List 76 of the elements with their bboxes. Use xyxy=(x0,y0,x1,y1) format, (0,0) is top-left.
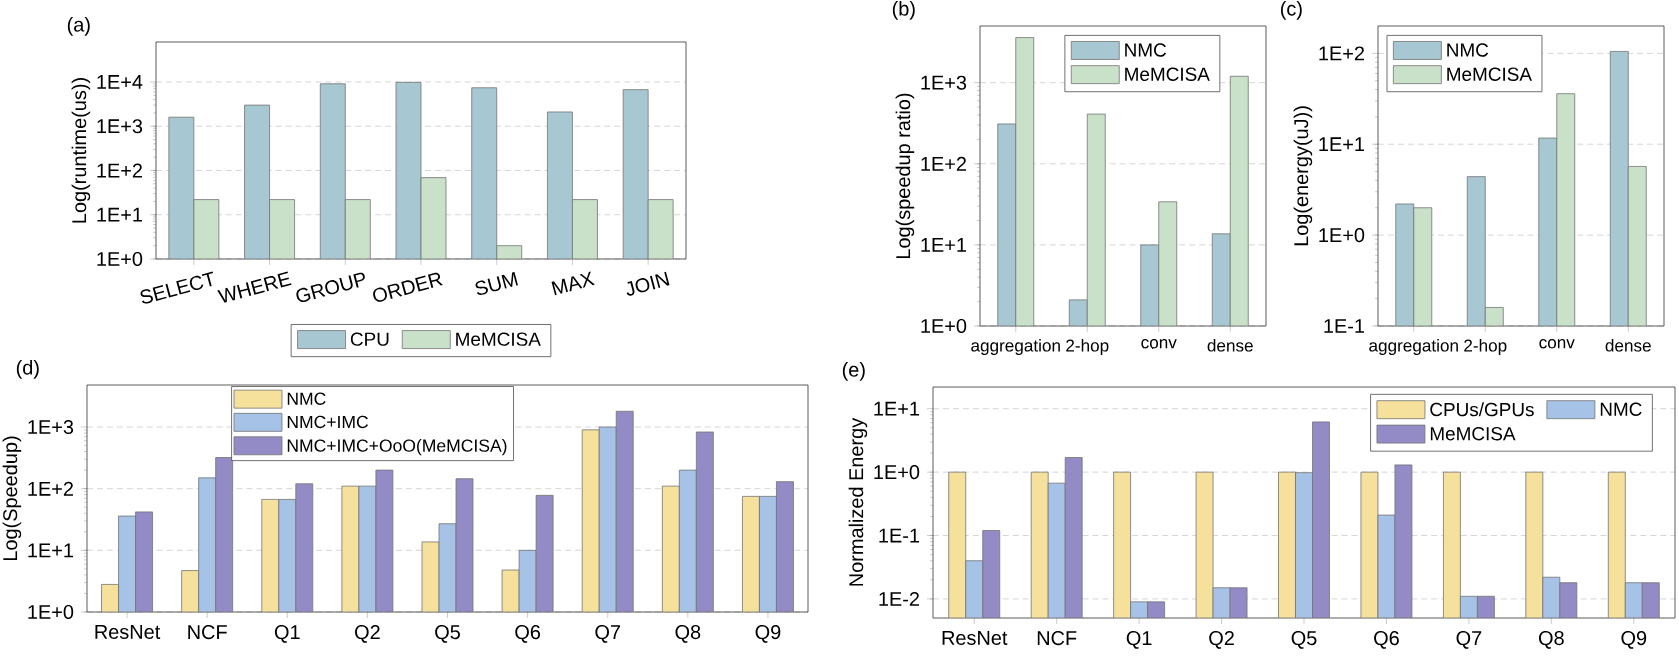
y-axis-title: Log(speedup ratio) xyxy=(895,93,915,259)
x-tick-label: ORDER xyxy=(373,272,443,302)
y-tick-label: 1E+3 xyxy=(97,119,143,134)
y-tick-label: 1E+1 xyxy=(921,238,967,252)
legend-label: MeMCISA xyxy=(1430,426,1516,441)
x-tick-label: 2-hop xyxy=(1464,339,1507,356)
y-tick-label: 1E+0 xyxy=(921,318,967,334)
legend-label: MeMCISA xyxy=(456,332,541,346)
legend-label: MeMCISA xyxy=(1125,67,1210,81)
x-tick-label: Q7 xyxy=(1456,631,1482,649)
x-tick-label: dense xyxy=(1605,339,1651,352)
x-tick-label: ResNet xyxy=(95,625,161,639)
x-tick-label: WHERE xyxy=(217,271,292,303)
y-tick-label: 1E+1 xyxy=(97,207,142,222)
x-tick-label: SELECT xyxy=(140,271,214,304)
y-tick-label: 1E+0 xyxy=(97,251,143,267)
y-tick-label: 1E+3 xyxy=(921,75,967,90)
y-tick-label: 1E-2 xyxy=(879,591,919,606)
y-axis-title: Log(energy(uJ)) xyxy=(1293,106,1313,246)
y-tick-label: 1E+1 xyxy=(28,543,73,558)
y-tick-label: 1E+0 xyxy=(874,465,920,480)
x-tick-label: aggregation xyxy=(971,339,1060,356)
legend-label: CPU xyxy=(350,332,389,346)
chart-title: (a) xyxy=(67,17,90,36)
x-tick-label: dense xyxy=(1207,339,1253,352)
x-tick-label: 2-hop xyxy=(1066,339,1109,356)
y-tick-label: 1E+3 xyxy=(28,419,74,435)
legend-label: NMC xyxy=(1600,402,1642,416)
legend-label: NMC xyxy=(1447,43,1489,57)
chart-title: (e) xyxy=(842,362,865,381)
legend-label: CPUs/GPUs xyxy=(1430,402,1534,417)
x-tick-label: Q6 xyxy=(1374,631,1399,649)
x-tick-label: Q8 xyxy=(1538,631,1564,649)
y-tick-label: 1E+1 xyxy=(874,401,920,416)
x-tick-label: JOIN xyxy=(626,271,670,296)
x-tick-label: GROUP xyxy=(296,272,365,303)
x-tick-label: Q9 xyxy=(755,625,781,643)
x-tick-label: Q6 xyxy=(515,625,541,643)
y-tick-label: 1E+2 xyxy=(1319,46,1364,61)
y-axis-title: Log(Speedup) xyxy=(2,436,22,561)
x-tick-label: SUM xyxy=(475,271,518,295)
x-tick-label: NCF xyxy=(188,625,227,640)
x-tick-label: NCF xyxy=(1037,631,1077,646)
x-tick-label: conv xyxy=(1539,339,1575,349)
x-tick-label: Q7 xyxy=(595,625,621,643)
legend-label: NMC xyxy=(1125,43,1167,57)
legend-label: NMC+IMC+OoO(MeMCISA) xyxy=(287,438,507,456)
y-tick-label: 1E+2 xyxy=(28,481,73,496)
x-tick-label: ResNet xyxy=(942,631,1008,645)
y-tick-label: 1E+2 xyxy=(921,156,966,171)
x-tick-label: Q2 xyxy=(355,625,380,643)
y-tick-label: 1E-1 xyxy=(879,528,920,543)
chart-title: (c) xyxy=(1280,1,1302,20)
x-tick-label: conv xyxy=(1141,339,1177,349)
y-tick-label: 1E+2 xyxy=(97,163,142,178)
x-tick-label: Q1 xyxy=(274,625,300,643)
legend-label: NMC+IMC xyxy=(287,415,369,429)
chart-title: (b) xyxy=(892,1,915,20)
x-tick-label: Q1 xyxy=(1126,631,1152,649)
chart-title: (d) xyxy=(16,360,39,379)
y-tick-label: 1E+4 xyxy=(97,75,143,89)
x-tick-label: aggregation xyxy=(1369,339,1458,356)
y-axis-title: Log(runtime(us)) xyxy=(71,78,91,223)
y-tick-label: 1E+0 xyxy=(1319,228,1365,243)
y-tick-label: 1E+0 xyxy=(28,604,74,620)
x-tick-label: Q2 xyxy=(1209,631,1234,649)
x-tick-label: Q5 xyxy=(1291,631,1317,649)
x-tick-label: MAX xyxy=(551,271,595,296)
legend-label: MeMCISA xyxy=(1447,67,1532,81)
x-tick-label: Q9 xyxy=(1621,631,1647,649)
y-axis-title: Normalized Energy xyxy=(848,417,868,586)
x-tick-label: Q8 xyxy=(675,625,701,643)
y-tick-label: 1E-1 xyxy=(1324,319,1365,333)
y-tick-label: 1E+1 xyxy=(1319,137,1365,152)
legend-label: NMC xyxy=(287,392,326,405)
x-tick-label: Q5 xyxy=(435,625,460,643)
